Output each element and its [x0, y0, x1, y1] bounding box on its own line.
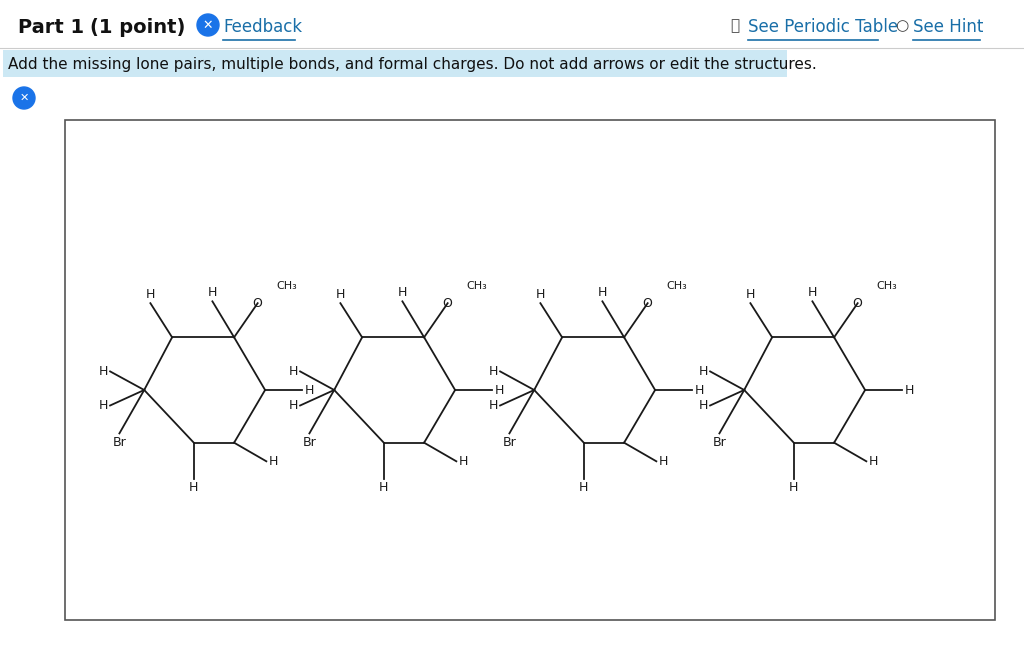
- Text: H: H: [868, 455, 878, 468]
- Text: Br: Br: [113, 436, 126, 449]
- Text: CH₃: CH₃: [877, 281, 897, 291]
- Text: Br: Br: [713, 436, 726, 449]
- Text: H: H: [488, 399, 498, 412]
- Text: H: H: [459, 455, 468, 468]
- Text: H: H: [580, 480, 589, 493]
- Text: H: H: [694, 384, 703, 396]
- Text: Part 1: Part 1: [18, 18, 84, 37]
- Text: See Periodic Table: See Periodic Table: [748, 18, 898, 36]
- Text: H: H: [145, 288, 155, 301]
- Text: H: H: [397, 287, 408, 300]
- Text: H: H: [336, 288, 345, 301]
- Text: H: H: [304, 384, 313, 396]
- Text: O: O: [643, 296, 652, 309]
- Text: H: H: [208, 287, 217, 300]
- FancyBboxPatch shape: [65, 120, 995, 620]
- Text: H: H: [698, 399, 709, 412]
- Text: H: H: [904, 384, 913, 396]
- Text: O: O: [253, 296, 262, 309]
- Text: O: O: [442, 296, 453, 309]
- Circle shape: [197, 14, 219, 36]
- Text: See Hint: See Hint: [913, 18, 983, 36]
- Text: H: H: [488, 365, 498, 378]
- Text: ✕: ✕: [19, 93, 29, 103]
- Text: Br: Br: [503, 436, 516, 449]
- Text: Add the missing lone pairs, multiple bonds, and formal charges. Do not add arrow: Add the missing lone pairs, multiple bon…: [8, 57, 817, 72]
- Text: H: H: [98, 365, 109, 378]
- Text: H: H: [98, 399, 109, 412]
- Text: H: H: [658, 455, 668, 468]
- Circle shape: [13, 87, 35, 109]
- Text: H: H: [495, 384, 504, 396]
- Text: (1 point): (1 point): [90, 18, 185, 37]
- Text: Br: Br: [302, 436, 316, 449]
- Text: ⧉: ⧉: [730, 18, 739, 33]
- Text: H: H: [745, 288, 755, 301]
- FancyBboxPatch shape: [3, 50, 787, 77]
- Text: H: H: [808, 287, 817, 300]
- Text: ✕: ✕: [203, 18, 213, 31]
- Text: H: H: [698, 365, 709, 378]
- Text: H: H: [268, 455, 278, 468]
- Text: CH₃: CH₃: [466, 281, 487, 291]
- Text: CH₃: CH₃: [276, 281, 297, 291]
- Text: H: H: [379, 480, 388, 493]
- Text: H: H: [289, 365, 298, 378]
- Text: CH₃: CH₃: [667, 281, 687, 291]
- Text: ○: ○: [895, 18, 908, 33]
- Text: H: H: [536, 288, 545, 301]
- Text: Feedback: Feedback: [223, 18, 302, 36]
- Text: H: H: [598, 287, 607, 300]
- Text: H: H: [790, 480, 799, 493]
- Text: H: H: [289, 399, 298, 412]
- Text: H: H: [189, 480, 199, 493]
- Text: O: O: [853, 296, 862, 309]
